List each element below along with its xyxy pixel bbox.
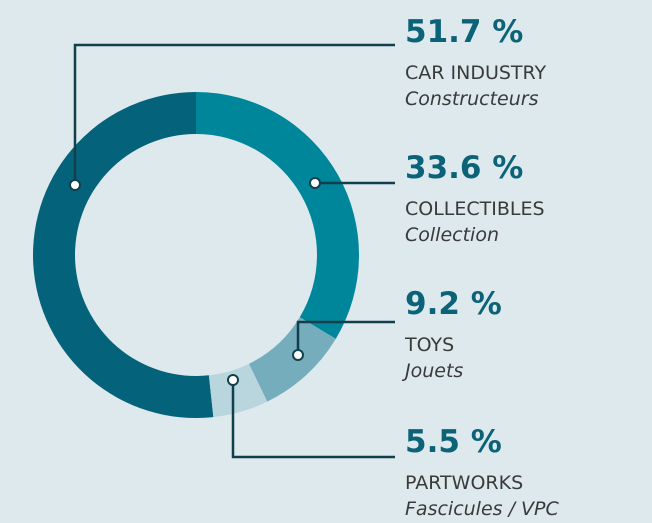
subcategory-label: Constructeurs [405,88,539,110]
category-label: TOYS [404,334,454,356]
donut-segment [196,92,359,339]
value-label: 51.7 % [405,14,523,50]
labels: 51.7 % CAR INDUSTRY Constructeurs 33.6 % COL… [401,14,559,520]
leader-dot [292,349,304,361]
leader-line [296,320,395,355]
subcategory-label: Jouets [401,360,463,382]
value-label: 9.2 % [405,286,502,322]
subcategory-label: Collection [405,224,499,246]
donut-segment [32,92,214,418]
donut [32,92,359,418]
category-label: COLLECTIBLES [405,198,545,220]
leader-line [231,380,395,459]
category-label: CAR INDUSTRY [405,62,547,84]
category-label: PARTWORKS [405,472,523,494]
value-label: 5.5 % [405,424,502,460]
leader-lines [69,43,395,459]
donut-segment [208,363,268,418]
leader-line [73,43,395,185]
leader-dot [227,374,239,386]
subcategory-label: Fascicules / VPC [405,498,559,520]
value-label: 33.6 % [405,150,523,186]
leader-dot [309,177,321,189]
donut-segment [248,317,336,402]
leader-dot [69,179,81,191]
